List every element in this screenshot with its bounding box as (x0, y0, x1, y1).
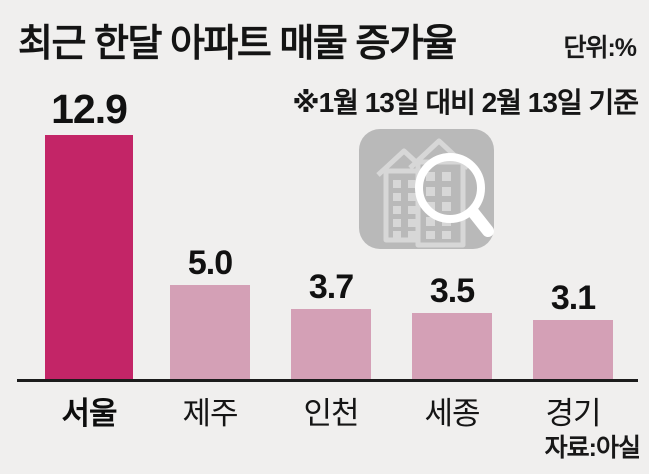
source-credit: 자료:아실 (544, 434, 641, 462)
bar-group-gyeonggi: 3.1 경기 (533, 279, 613, 431)
unit-label: 단위:% (563, 34, 637, 62)
bar-value-gyeonggi: 3.1 (550, 279, 596, 318)
header: 최근 한달 아파트 매물 증가율 단위:% (18, 12, 637, 67)
bar-group-jeju: 5.0 제주 (170, 243, 250, 431)
category-label-seoul: 서울 (61, 396, 117, 431)
bar-value-sejong: 3.5 (429, 271, 475, 310)
bar-value-jeju: 5.0 (187, 243, 233, 282)
bar-group-sejong: 3.5 세종 (412, 271, 492, 431)
bar-sejong (412, 312, 492, 379)
bar-gyeonggi (533, 320, 613, 379)
bar-jeju (170, 284, 250, 379)
chart-subtitle: ※1월 13일 대비 2월 13일 기준 (292, 87, 639, 118)
bar-value-seoul: 12.9 (51, 86, 128, 133)
building-magnifier-icon (358, 128, 495, 250)
bar-incheon (291, 309, 371, 379)
chart-title: 최근 한달 아파트 매물 증가율 (18, 23, 457, 65)
bar-seoul (45, 135, 133, 379)
category-label-sejong: 세종 (424, 396, 480, 431)
x-axis-line (17, 379, 638, 382)
category-label-jeju: 제주 (182, 396, 238, 431)
bar-value-incheon: 3.7 (308, 268, 354, 307)
category-label-gyeonggi: 경기 (545, 396, 601, 431)
bar-group-seoul: 12.9 서울 (45, 86, 133, 431)
category-label-incheon: 인천 (303, 396, 359, 431)
bar-group-incheon: 3.7 인천 (291, 268, 371, 431)
